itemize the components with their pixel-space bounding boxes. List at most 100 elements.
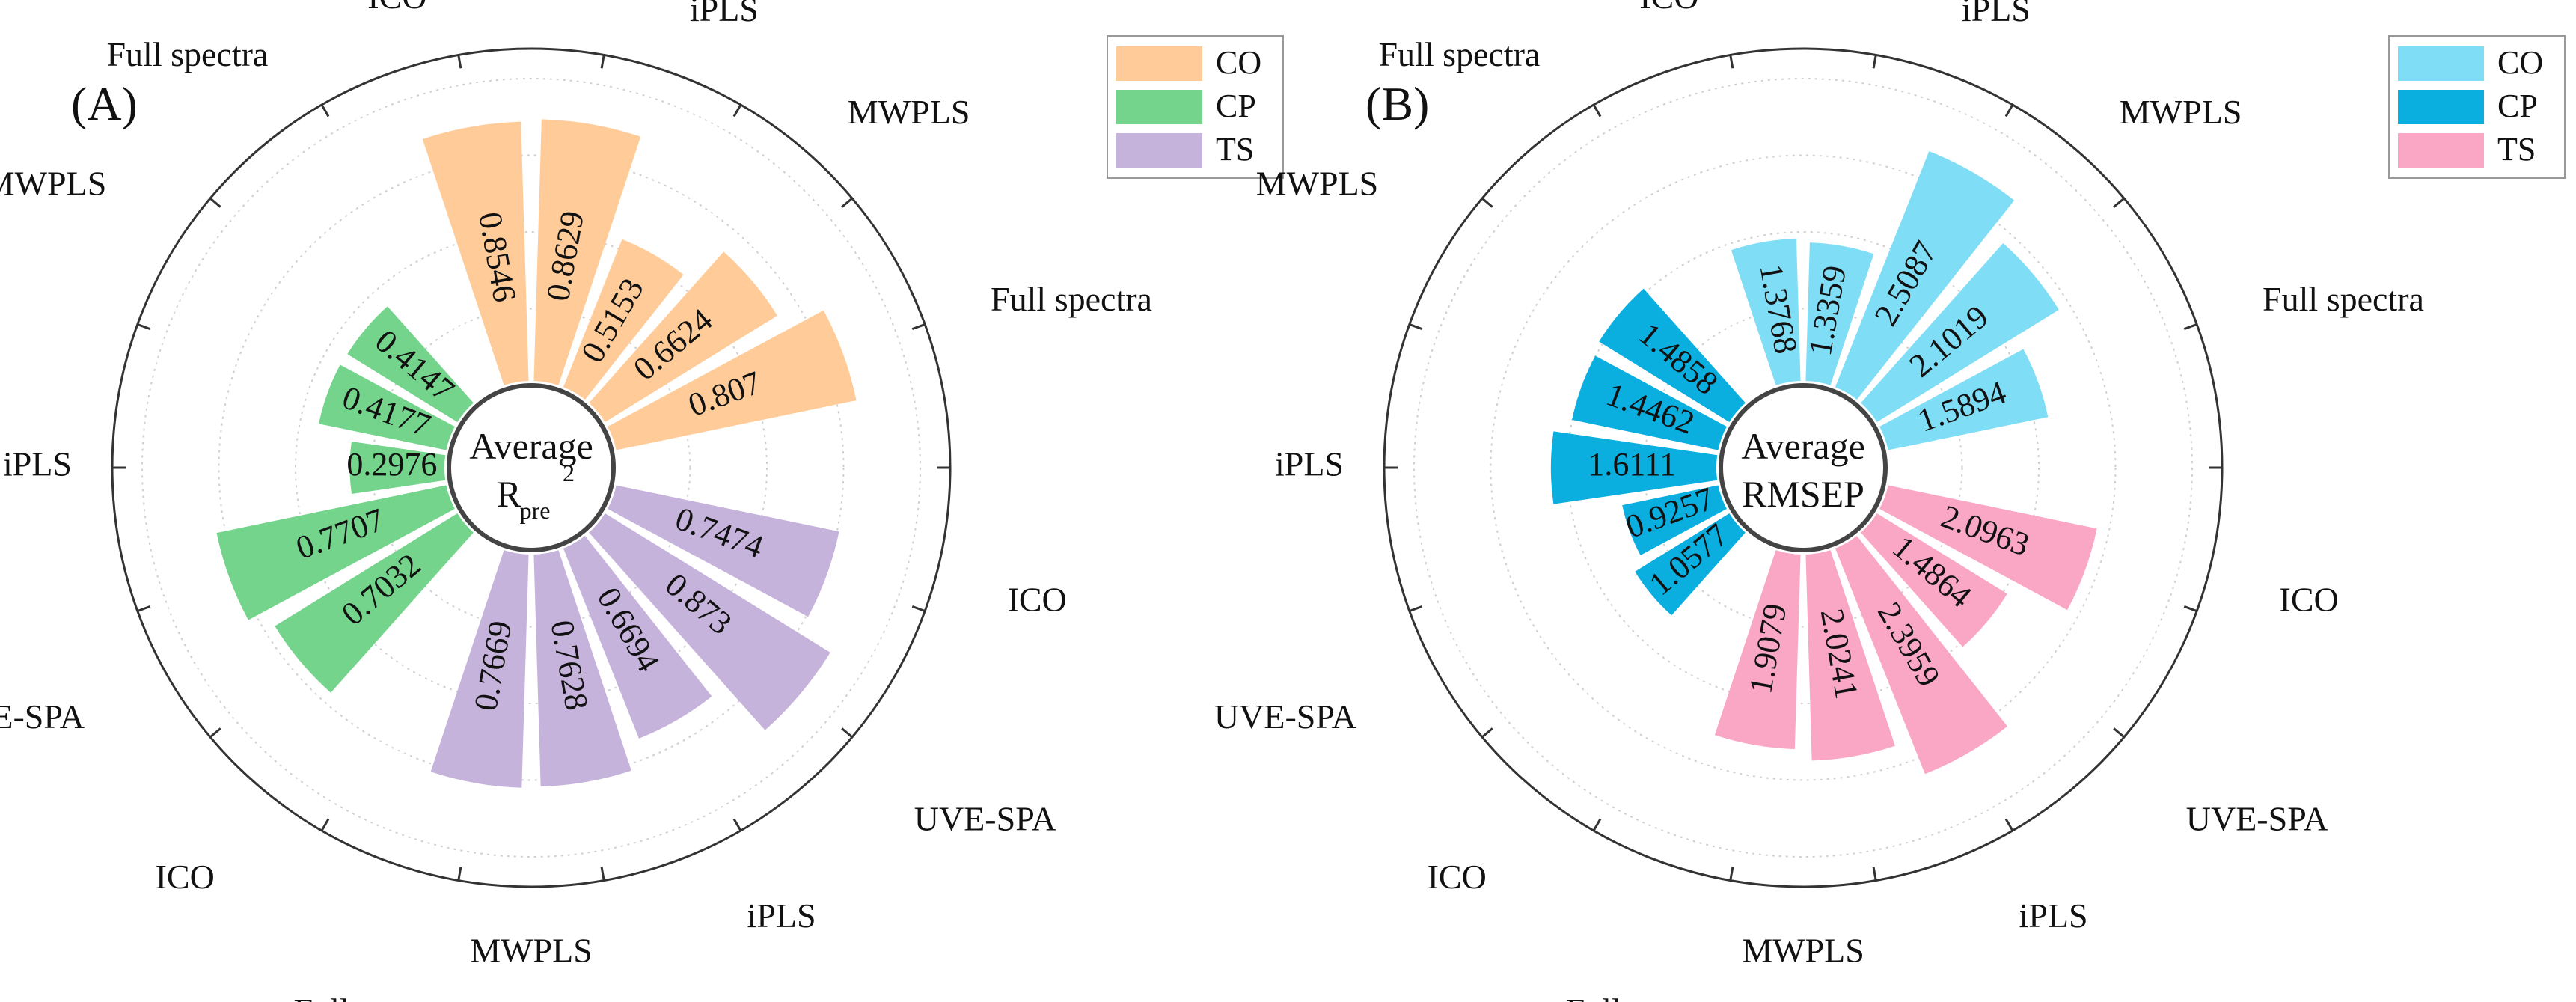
category-label: MWPLS (1256, 165, 1379, 203)
bar-co-4 (1879, 349, 2049, 450)
legend-swatch-co (2398, 46, 2484, 81)
bar-co-0 (422, 121, 529, 385)
axis-tick (2113, 727, 2125, 739)
axis-tick (209, 197, 221, 208)
bar-cp-1 (216, 485, 455, 620)
category-label: MWPLS (2120, 93, 2242, 131)
axis-tick (137, 605, 151, 612)
bar-cp-2 (1550, 431, 1718, 504)
bar-co-3 (589, 251, 777, 423)
legend: CO CP TS (1107, 35, 1284, 179)
bar-co-3 (1861, 243, 2059, 423)
bar-cp-0 (275, 513, 474, 693)
category-label: Full spectra (1566, 992, 1728, 1002)
center-title-base: R (496, 473, 521, 515)
category-label: MWPLS (0, 165, 106, 203)
category-label: UVE-SPA (0, 697, 85, 736)
chart-panel-a: (A)0.8546ICO0.8629UVE-SPA0.5153iPLS0.662… (0, 0, 1284, 1002)
axis-tick (732, 104, 742, 117)
bar-cp-0 (1635, 513, 1746, 616)
axis-tick (1409, 605, 1423, 612)
bar-cp-3 (1572, 355, 1727, 450)
bar-ts-2 (1835, 536, 2007, 775)
axis-tick (2183, 605, 2197, 612)
chart-panel-b: (B)1.3768ICO1.3359UVE-SPA2.5087iPLS2.101… (1214, 0, 2566, 1002)
legend-label: CP (1216, 88, 1256, 124)
grid-ring (141, 78, 921, 858)
legend-swatch-cp (1116, 90, 1202, 124)
bar-co-0 (1731, 238, 1801, 385)
bar-cp-4 (347, 306, 474, 423)
bar-co-2 (1835, 150, 2015, 400)
bar-ts-0 (1879, 485, 2097, 611)
category-label: UVE-SPA (914, 800, 1056, 838)
legend-swatch-ts (1116, 133, 1202, 168)
bar-ts-2 (563, 536, 712, 739)
center-title: Average (469, 425, 593, 467)
axis-tick (2183, 323, 2197, 331)
bar-co-1 (1805, 242, 1874, 385)
bar-ts-1 (589, 513, 830, 730)
legend: CO CP TS (2388, 35, 2566, 179)
axis-tick (1872, 55, 1877, 69)
legend-swatch-cp (2398, 90, 2484, 124)
bar-ts-1 (1861, 513, 2007, 647)
legend-label: TS (1216, 131, 1254, 168)
bar-ts-4 (1714, 550, 1801, 750)
grid-ring (1567, 231, 2040, 704)
axis-tick (209, 727, 221, 739)
category-label: iPLS (2019, 896, 2087, 935)
center-title: Average (1741, 425, 1865, 467)
category-label: MWPLS (470, 932, 593, 970)
axis-tick (600, 55, 605, 69)
bar-cp-1 (1622, 485, 1727, 556)
bar-cp-3 (319, 364, 455, 450)
grid-ring (1413, 78, 2193, 858)
category-label: Full spectra (991, 280, 1152, 318)
category-label: UVE-SPA (1214, 697, 1356, 736)
center-title-sup: 2 (563, 459, 575, 486)
axis-tick (1592, 104, 1602, 117)
axis-tick (1481, 197, 1493, 208)
legend-label: CO (2497, 44, 2543, 81)
category-label: iPLS (1962, 0, 2031, 28)
axis-tick (841, 727, 853, 739)
bar-ts-0 (608, 485, 839, 617)
category-label: UVE-SPA (2186, 800, 2328, 838)
center-title-line2: RMSEP (1742, 473, 1864, 515)
bar-cp-4 (1599, 288, 1746, 423)
bar-ts-3 (533, 550, 631, 787)
category-label: iPLS (1275, 445, 1344, 483)
legend-label: CP (2497, 88, 2538, 124)
category-label: ICO (156, 858, 215, 896)
category-label: UVE-SPA (1732, 0, 1874, 4)
grid-ring (295, 231, 768, 704)
center-title-sub: pre (520, 497, 551, 524)
axis-tick (1872, 867, 1877, 881)
category-label: Full spectra (294, 992, 456, 1002)
category-label: Full spectra (106, 35, 268, 73)
category-label: ICO (1639, 0, 1698, 16)
axis-tick (320, 104, 330, 117)
axis-tick (457, 55, 462, 69)
axis-tick (1729, 867, 1734, 881)
category-label: Full spectra (2263, 280, 2424, 318)
category-label: MWPLS (1742, 932, 1864, 970)
bar-ts-3 (1805, 550, 1895, 761)
category-label: ICO (367, 0, 426, 16)
bar-co-1 (533, 119, 641, 385)
axis-tick (1729, 55, 1734, 69)
panel-label: (A) (71, 77, 138, 130)
bar-cp-2 (349, 441, 446, 495)
bar-value-label: 1.6111 (1588, 446, 1676, 483)
legend-label: TS (2497, 131, 2536, 168)
category-label: ICO (1428, 858, 1487, 896)
category-label: MWPLS (848, 93, 970, 131)
axis-tick (2004, 104, 2014, 117)
center-circle (447, 383, 616, 552)
axis-tick (911, 323, 926, 331)
legend-swatch-ts (2398, 133, 2484, 168)
bar-co-2 (563, 239, 684, 400)
legend-label: CO (1216, 44, 1261, 81)
